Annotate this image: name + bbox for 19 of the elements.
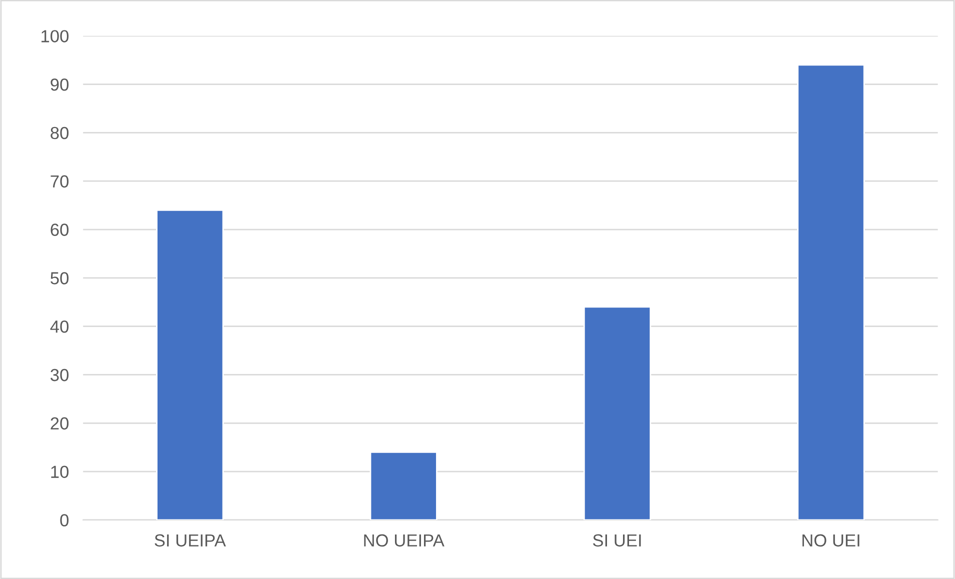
bar (156, 209, 224, 520)
y-tick-label: 80 (50, 126, 69, 140)
y-tick-label: 0 (60, 514, 69, 526)
y-tick-label: 60 (50, 224, 69, 236)
x-tick-label: SI UEI (592, 534, 641, 547)
y-tick-label: 40 (50, 320, 69, 333)
y-tick-label: 100 (42, 30, 69, 42)
x-tick-label: SI UEIPA (154, 534, 226, 547)
y-tick-label: 70 (50, 175, 69, 188)
y-tick-label: 10 (51, 466, 69, 478)
y-tick-label: 30 (50, 368, 69, 382)
bar (583, 306, 652, 520)
bar (797, 64, 865, 520)
y-tick-label: 50 (50, 272, 69, 284)
y-tick-label: 90 (50, 78, 69, 91)
y-tick-label: 20 (50, 417, 69, 430)
x-tick-label: NO UEIPA (364, 534, 444, 547)
bar (370, 451, 438, 520)
x-tick-label: NO UEI (802, 534, 860, 547)
